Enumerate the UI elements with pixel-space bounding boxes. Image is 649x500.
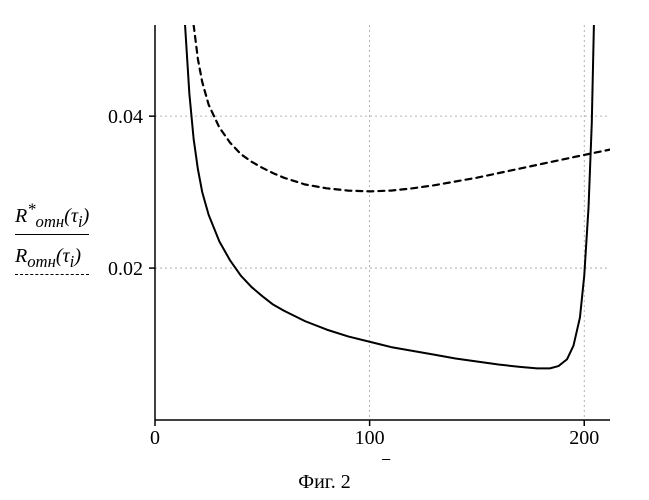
legend-underline bbox=[15, 274, 89, 275]
legend: R*отн(τi) Rотн(τi) bbox=[15, 200, 89, 285]
figure-caption: Фиг. 2 bbox=[0, 471, 649, 494]
x-tick-label: 200 bbox=[569, 427, 599, 449]
legend-entry-dashed: Rотн(τi) bbox=[15, 245, 89, 275]
x-axis-label: τi bbox=[381, 450, 394, 460]
y-tick-label: 0.02 bbox=[108, 258, 143, 280]
legend-label: Rотн(τi) bbox=[15, 245, 81, 267]
x-tick-label: 100 bbox=[355, 427, 385, 449]
chart-svg: 0 100 200 0.02 0.04 τi bbox=[0, 0, 649, 460]
x-tick-label: 0 bbox=[150, 427, 160, 449]
series-solid bbox=[185, 25, 594, 368]
legend-entry-solid: R*отн(τi) bbox=[15, 200, 89, 235]
figure-caption-text: Фиг. 2 bbox=[298, 471, 350, 493]
y-tick-label: 0.04 bbox=[108, 106, 143, 128]
figure-container: 0 100 200 0.02 0.04 τi R*отн(τi) Rотн(τi) Фиг.… bbox=[0, 0, 649, 500]
legend-label: R*отн(τi) bbox=[15, 205, 89, 227]
series-dashed bbox=[194, 25, 610, 191]
legend-underline bbox=[15, 234, 89, 235]
